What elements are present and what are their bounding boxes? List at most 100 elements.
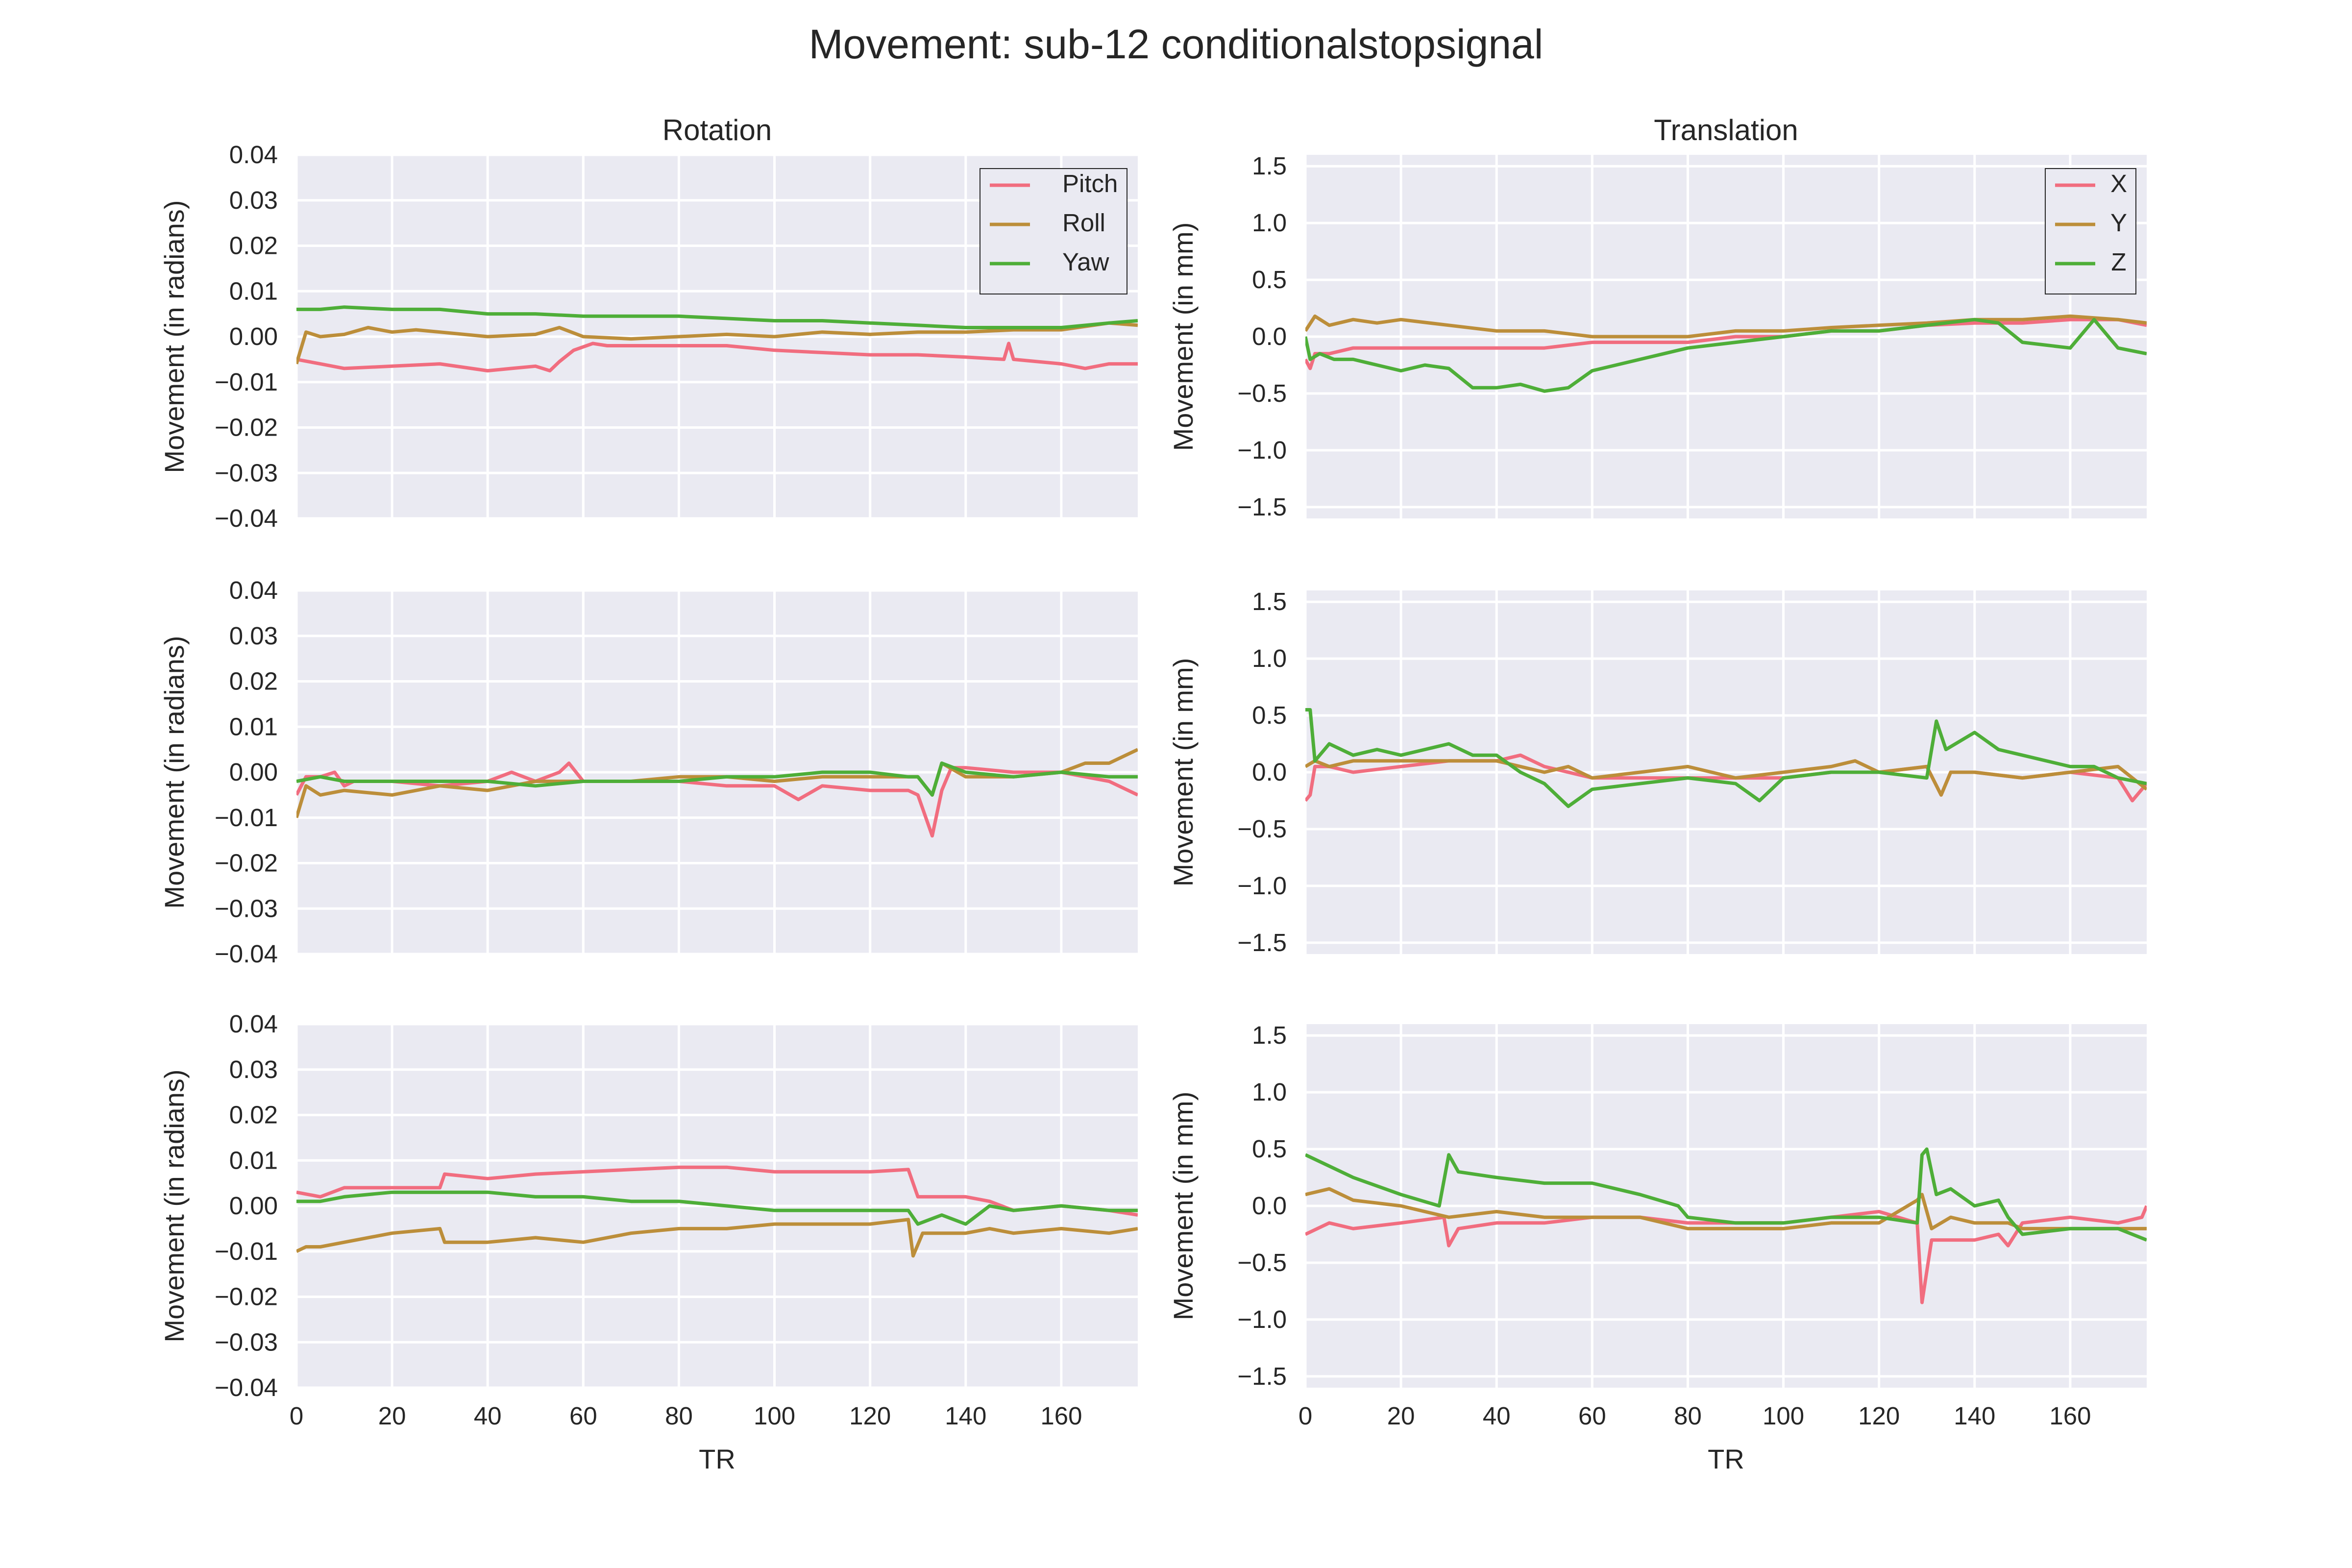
y-tick-label: −0.5 <box>1237 1249 1287 1276</box>
y-tick-label: 0.03 <box>229 186 278 214</box>
figure-title: Movement: sub-12 conditionalstopsignal <box>808 21 1544 67</box>
x-axis-label: TR <box>1708 1444 1744 1474</box>
x-tick-label: 60 <box>1578 1402 1606 1430</box>
y-tick-label: −1.0 <box>1237 436 1287 464</box>
y-tick-label: 0.03 <box>229 622 278 650</box>
x-tick-label: 160 <box>1040 1402 1082 1430</box>
y-tick-label: −1.5 <box>1237 929 1287 956</box>
y-tick-label: −0.01 <box>215 1237 278 1265</box>
x-tick-label: 120 <box>1858 1402 1900 1430</box>
x-tick-label: 0 <box>290 1402 303 1430</box>
series-line-z <box>1305 1147 2147 1242</box>
y-tick-label: −0.03 <box>215 1328 278 1356</box>
y-tick-label: −1.0 <box>1237 872 1287 900</box>
x-tick-label: 80 <box>1674 1402 1702 1430</box>
legend-label: Z <box>2111 248 2126 276</box>
y-tick-label: 1.0 <box>1252 644 1287 672</box>
series-line-y <box>1305 314 2147 339</box>
y-tick-label: 1.0 <box>1252 209 1287 237</box>
y-tick-label: −0.04 <box>215 1373 278 1401</box>
series-line-roll <box>296 321 1138 365</box>
y-tick-label: 0.5 <box>1252 266 1287 294</box>
y-tick-label: 0.02 <box>229 667 278 695</box>
y-axis-label: Movement (in mm) <box>1168 222 1199 451</box>
y-tick-label: 0.03 <box>229 1055 278 1083</box>
panel-rotation-1: 0.04 0.03 0.02 0.01 0.00 −0.01 −0.02 −0.03 −0.04… <box>159 114 1138 532</box>
y-axis-label: Movement (in mm) <box>1168 658 1199 887</box>
y-tick-label: 1.5 <box>1252 152 1287 180</box>
y-tick-label: 0.04 <box>229 576 278 604</box>
panel-translation-3: 1.5 1.0 0.5 0.0 −0.5 −1.0 −1.5 0 20 40 60 80 100 120 1… <box>1168 1021 2147 1474</box>
y-tick-label: −0.04 <box>215 940 278 968</box>
y-tick-label: 0.0 <box>1252 758 1287 786</box>
y-tick-label: 0.01 <box>229 277 278 305</box>
y-tick-label: 1.5 <box>1252 1021 1287 1049</box>
series-line-z <box>1305 708 2147 808</box>
legend-label: Yaw <box>1062 248 1109 276</box>
x-tick-label: 40 <box>1483 1402 1511 1430</box>
x-tick-label: 100 <box>1763 1402 1804 1430</box>
legend-box <box>2045 168 2136 294</box>
series-line-y <box>1305 1187 2147 1230</box>
y-tick-label: −0.03 <box>215 459 278 487</box>
y-tick-label: −0.01 <box>215 368 278 396</box>
y-tick-label: −1.0 <box>1237 1305 1287 1333</box>
x-axis-label: TR <box>699 1444 735 1474</box>
x-tick-label: 120 <box>849 1402 891 1430</box>
x-tick-label: 60 <box>569 1402 597 1430</box>
y-tick-label: 0.04 <box>229 1010 278 1038</box>
y-tick-label: −0.02 <box>215 849 278 877</box>
x-tick-label: 140 <box>945 1402 986 1430</box>
y-tick-label: 1.0 <box>1252 1078 1287 1106</box>
legend-label: Pitch <box>1062 170 1118 197</box>
series-line-roll <box>296 1218 1138 1258</box>
legend: Pitch Roll Yaw <box>980 168 1127 294</box>
series-line-yaw <box>296 1190 1138 1226</box>
y-tick-label: 0.00 <box>229 1192 278 1220</box>
x-tick-label: 20 <box>378 1402 406 1430</box>
x-tick-label: 100 <box>754 1402 795 1430</box>
legend: XYZ <box>2045 168 2136 294</box>
legend-box <box>980 168 1127 294</box>
y-axis-label: Movement (in radians) <box>159 636 190 908</box>
column-title: Translation <box>1654 114 1798 147</box>
legend-label: Y <box>2110 209 2127 237</box>
series-line-yaw <box>296 305 1138 329</box>
y-axis-label: Movement (in radians) <box>159 1069 190 1342</box>
y-tick-label: 0.5 <box>1252 701 1287 729</box>
series-line-yaw <box>296 761 1138 797</box>
y-tick-label: 0.00 <box>229 322 278 350</box>
y-tick-label: −1.5 <box>1237 1362 1287 1390</box>
y-tick-label: 0.0 <box>1252 1192 1287 1220</box>
y-tick-label: −0.04 <box>215 504 278 532</box>
y-tick-label: 0.0 <box>1252 322 1287 350</box>
panel-translation-2: 1.5 1.0 0.5 0.0 −0.5 −1.0 −1.5 Movement (in mm) <box>1168 588 2147 956</box>
x-tick-label: 40 <box>474 1402 502 1430</box>
panel-rotation-2: 0.04 0.03 0.02 0.01 0.00 −0.01 −0.02 −0.03 −0.04… <box>159 576 1138 968</box>
x-tick-label: 140 <box>1954 1402 1995 1430</box>
y-tick-label: −0.03 <box>215 894 278 922</box>
panel-translation-1: 1.5 1.0 0.5 0.0 −0.5 −1.0 −1.5 Translation Movem… <box>1168 114 2147 521</box>
panel-rotation-3: 0.04 0.03 0.02 0.01 0.00 −0.01 −0.02 −0.03 −0.04… <box>159 1010 1138 1474</box>
y-tick-label: 0.04 <box>229 141 278 169</box>
y-tick-label: 1.5 <box>1252 588 1287 615</box>
y-tick-label: 0.5 <box>1252 1135 1287 1163</box>
y-tick-label: −0.01 <box>215 804 278 832</box>
x-tick-label: 20 <box>1387 1402 1415 1430</box>
column-title: Rotation <box>662 114 772 147</box>
y-tick-label: −0.5 <box>1237 815 1287 843</box>
y-axis-label: Movement (in mm) <box>1168 1092 1199 1321</box>
series-line-pitch <box>296 1165 1138 1217</box>
y-tick-label: 0.02 <box>229 1101 278 1129</box>
y-tick-label: 0.00 <box>229 758 278 786</box>
y-tick-label: −0.02 <box>215 1283 278 1311</box>
x-tick-label: 0 <box>1298 1402 1312 1430</box>
y-tick-label: −0.5 <box>1237 379 1287 407</box>
legend-label: X <box>2110 170 2127 197</box>
x-tick-label: 160 <box>2049 1402 2091 1430</box>
series-line-pitch <box>296 342 1138 373</box>
x-tick-label: 80 <box>665 1402 693 1430</box>
y-tick-label: −0.02 <box>215 414 278 441</box>
y-tick-label: 0.02 <box>229 232 278 260</box>
